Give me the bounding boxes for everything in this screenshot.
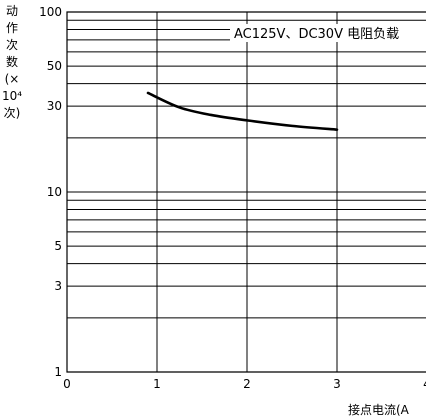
y-tick-label: 5 — [54, 239, 62, 253]
y-label-line: 数 — [6, 54, 18, 69]
y-tick-label: 50 — [47, 59, 62, 73]
series-label-background — [230, 24, 426, 42]
y-label-line: 作 — [6, 21, 18, 35]
x-tick-label: 0 — [63, 377, 71, 391]
axis-frame — [66, 11, 426, 373]
y-label-line: 动 — [6, 4, 18, 18]
y-tick-label: 100 — [39, 5, 62, 19]
x-tick-label: 4 — [423, 377, 426, 391]
y-label-line: 次) — [4, 106, 21, 120]
y-tick-labels: 1 3 5 10 30 50 100 — [39, 5, 62, 379]
plot-frame — [66, 11, 426, 373]
y-label-line: 次 — [6, 38, 18, 52]
y-tick-label: 3 — [54, 279, 62, 293]
y-tick-label: 30 — [47, 99, 62, 113]
series-line-resistive-load — [146, 91, 339, 131]
x-tick-labels: 0 1 2 3 4 — [63, 377, 426, 391]
series-label: AC125V、DC30V 电阻负载 — [234, 27, 399, 42]
x-tick-label: 3 — [333, 377, 341, 391]
series-layer — [146, 91, 339, 131]
x-axis-label: 接点电流(A — [348, 402, 410, 417]
y-label-line: 10⁴ — [2, 89, 22, 103]
y-label-line: (× — [5, 72, 20, 86]
y-tick-label: 10 — [47, 185, 62, 199]
x-tick-label: 1 — [153, 377, 161, 391]
x-tick-label: 2 — [243, 377, 251, 391]
y-tick-label: 1 — [54, 365, 62, 379]
grid-layer — [67, 11, 426, 373]
